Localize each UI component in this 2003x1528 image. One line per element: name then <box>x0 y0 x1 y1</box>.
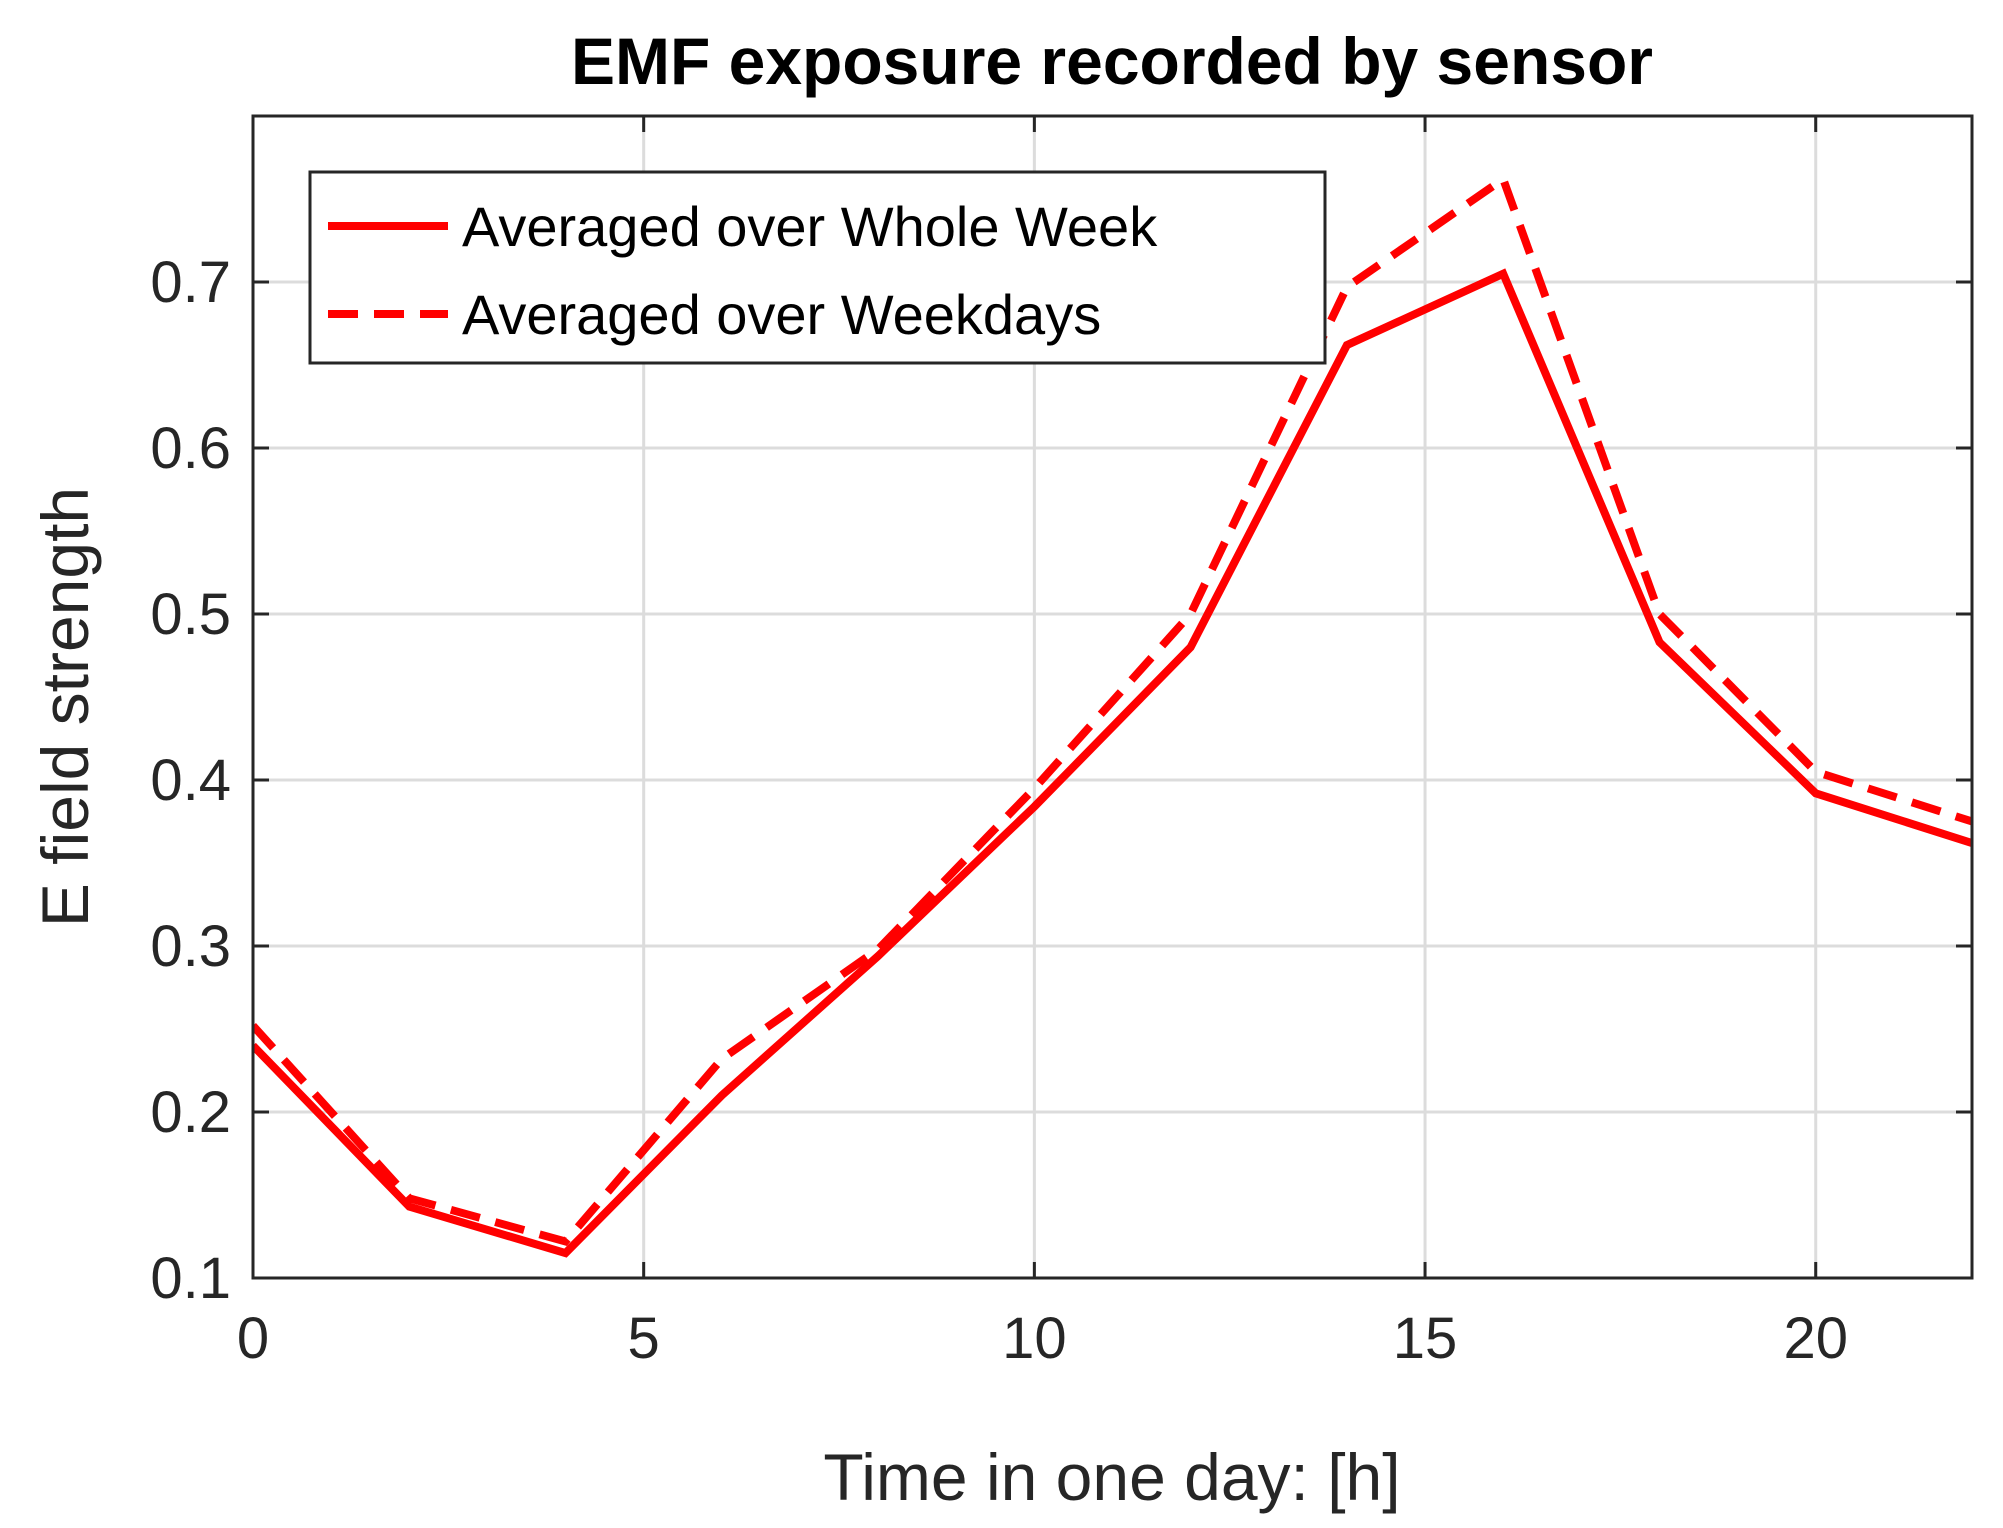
y-tick-label: 0.2 <box>150 1080 231 1145</box>
series-line-whole-week <box>253 268 1972 1258</box>
x-axis-label: Time in one day: [h] <box>823 1440 1400 1514</box>
y-tick-label: 0.6 <box>150 416 231 481</box>
legend: Averaged over Whole Week Averaged over W… <box>308 170 1327 365</box>
series-line-weekdays <box>253 172 1972 1247</box>
y-tick-label: 0.1 <box>150 1246 231 1311</box>
x-tick-label: 5 <box>628 1306 660 1371</box>
legend-label-weekdays: Averaged over Weekdays <box>462 283 1101 346</box>
x-tick-label: 15 <box>1393 1306 1458 1371</box>
x-tick-label: 0 <box>237 1306 269 1371</box>
y-tick-label: 0.3 <box>150 914 231 979</box>
legend-label-whole-week: Averaged over Whole Week <box>462 195 1158 258</box>
x-tick-label: 20 <box>1783 1306 1848 1371</box>
axis-ticks: 0 5 10 15 20 0.1 0.2 0.3 0.4 0.5 0.6 0.7 <box>150 116 1972 1371</box>
plot-area-frame <box>251 114 1974 1280</box>
y-tick-label: 0.5 <box>150 582 231 647</box>
y-tick-label: 0.4 <box>150 748 231 813</box>
x-tick-label: 10 <box>1002 1306 1067 1371</box>
series-layer <box>253 172 1972 1258</box>
y-tick-label: 0.7 <box>150 250 231 315</box>
y-axis-label: E field strength <box>28 487 102 927</box>
chart-title: EMF exposure recorded by sensor <box>571 24 1653 98</box>
legend-box <box>308 170 1327 365</box>
